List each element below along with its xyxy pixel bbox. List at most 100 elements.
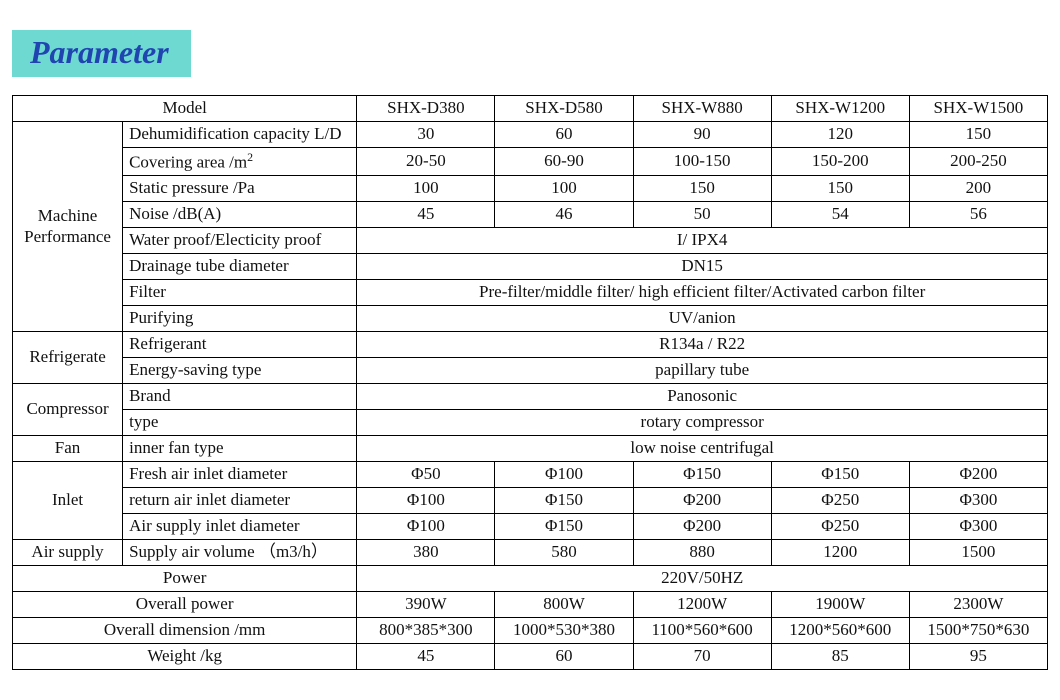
cell-span: R134a / R22 <box>357 332 1048 358</box>
cell: 120 <box>771 122 909 148</box>
row-label: Refrigerant <box>123 332 357 358</box>
cell: 1100*560*600 <box>633 618 771 644</box>
cell-span: Panosonic <box>357 384 1048 410</box>
table-row: Purifying UV/anion <box>13 306 1048 332</box>
cell: 100 <box>495 176 633 202</box>
row-label: Purifying <box>123 306 357 332</box>
row-label: type <box>123 410 357 436</box>
cell: 56 <box>909 202 1047 228</box>
cell: 380 <box>357 540 495 566</box>
row-label: Dehumidification capacity L/D <box>123 122 357 148</box>
cell: Φ150 <box>771 462 909 488</box>
cell-span: low noise centrifugal <box>357 436 1048 462</box>
cell-span: DN15 <box>357 254 1048 280</box>
model-header: SHX-W1500 <box>909 96 1047 122</box>
table-row: Weight /kg 45 60 70 85 95 <box>13 644 1048 670</box>
cell: 800W <box>495 592 633 618</box>
cell: 95 <box>909 644 1047 670</box>
table-row: Noise /dB(A) 45 46 50 54 56 <box>13 202 1048 228</box>
cell: 1200W <box>633 592 771 618</box>
row-label: Water proof/Electicity proof <box>123 228 357 254</box>
table-row: Refrigerate Refrigerant R134a / R22 <box>13 332 1048 358</box>
row-label: Supply air volume （m3/h） <box>123 540 357 566</box>
cell: 70 <box>633 644 771 670</box>
cell: 45 <box>357 202 495 228</box>
cell: 60 <box>495 644 633 670</box>
row-label-wide: Weight /kg <box>13 644 357 670</box>
cell-span: 220V/50HZ <box>357 566 1048 592</box>
cell: 1200*560*600 <box>771 618 909 644</box>
row-label-wide: Overall dimension /mm <box>13 618 357 644</box>
row-label: return air inlet diameter <box>123 488 357 514</box>
table-row: Power 220V/50HZ <box>13 566 1048 592</box>
cell: 60-90 <box>495 148 633 176</box>
table-row: Overall power 390W 800W 1200W 1900W 2300… <box>13 592 1048 618</box>
cell-span: I/ IPX4 <box>357 228 1048 254</box>
cell: 880 <box>633 540 771 566</box>
cell-span: papillary tube <box>357 358 1048 384</box>
cell: 45 <box>357 644 495 670</box>
model-header: SHX-D380 <box>357 96 495 122</box>
cell: 30 <box>357 122 495 148</box>
group-compressor: Compressor <box>13 384 123 436</box>
table-row: Energy-saving type papillary tube <box>13 358 1048 384</box>
group-refrigerate: Refrigerate <box>13 332 123 384</box>
cell: 800*385*300 <box>357 618 495 644</box>
row-label: Energy-saving type <box>123 358 357 384</box>
row-label-text: Covering area /m <box>129 153 247 172</box>
model-header: SHX-W1200 <box>771 96 909 122</box>
cell: 50 <box>633 202 771 228</box>
cell: Φ250 <box>771 488 909 514</box>
cell: 20-50 <box>357 148 495 176</box>
cell-span: UV/anion <box>357 306 1048 332</box>
cell: 1500*750*630 <box>909 618 1047 644</box>
table-header-row: Model SHX-D380 SHX-D580 SHX-W880 SHX-W12… <box>13 96 1048 122</box>
cell: 580 <box>495 540 633 566</box>
table-row: Drainage tube diameter DN15 <box>13 254 1048 280</box>
group-machine: Machine Performance <box>13 122 123 332</box>
row-label: inner fan type <box>123 436 357 462</box>
section-heading: Parameter <box>12 30 1048 77</box>
cell: 46 <box>495 202 633 228</box>
row-label: Noise /dB(A) <box>123 202 357 228</box>
row-label: Brand <box>123 384 357 410</box>
cell: 150 <box>909 122 1047 148</box>
row-label: Drainage tube diameter <box>123 254 357 280</box>
cell: Φ150 <box>495 488 633 514</box>
cell: 150 <box>633 176 771 202</box>
row-label: Air supply inlet diameter <box>123 514 357 540</box>
cell: Φ100 <box>357 488 495 514</box>
table-row: Filter Pre-filter/middle filter/ high ef… <box>13 280 1048 306</box>
group-air-supply: Air supply <box>13 540 123 566</box>
row-label: Static pressure /Pa <box>123 176 357 202</box>
table-row: Inlet Fresh air inlet diameter Φ50 Φ100 … <box>13 462 1048 488</box>
cell: Φ300 <box>909 514 1047 540</box>
table-row: Machine Performance Dehumidification cap… <box>13 122 1048 148</box>
cell: Φ150 <box>633 462 771 488</box>
table-row: Water proof/Electicity proof I/ IPX4 <box>13 228 1048 254</box>
table-row: Fan inner fan type low noise centrifugal <box>13 436 1048 462</box>
cell: 100-150 <box>633 148 771 176</box>
row-label-wide: Overall power <box>13 592 357 618</box>
cell: Φ100 <box>495 462 633 488</box>
cell: 100 <box>357 176 495 202</box>
table-row: return air inlet diameter Φ100 Φ150 Φ200… <box>13 488 1048 514</box>
header-model-label: Model <box>13 96 357 122</box>
model-header: SHX-D580 <box>495 96 633 122</box>
cell: 1500 <box>909 540 1047 566</box>
parameter-table: Model SHX-D380 SHX-D580 SHX-W880 SHX-W12… <box>12 95 1048 670</box>
cell: 60 <box>495 122 633 148</box>
cell-span: rotary compressor <box>357 410 1048 436</box>
table-row: Overall dimension /mm 800*385*300 1000*5… <box>13 618 1048 644</box>
cell: Φ200 <box>909 462 1047 488</box>
cell: Φ100 <box>357 514 495 540</box>
cell: 2300W <box>909 592 1047 618</box>
cell: 90 <box>633 122 771 148</box>
cell: Φ150 <box>495 514 633 540</box>
row-label: Fresh air inlet diameter <box>123 462 357 488</box>
cell: 150 <box>771 176 909 202</box>
table-row: Air supply Supply air volume （m3/h） 380 … <box>13 540 1048 566</box>
row-label: Covering area /m2 <box>123 148 357 176</box>
cell: 1000*530*380 <box>495 618 633 644</box>
row-label: Filter <box>123 280 357 306</box>
